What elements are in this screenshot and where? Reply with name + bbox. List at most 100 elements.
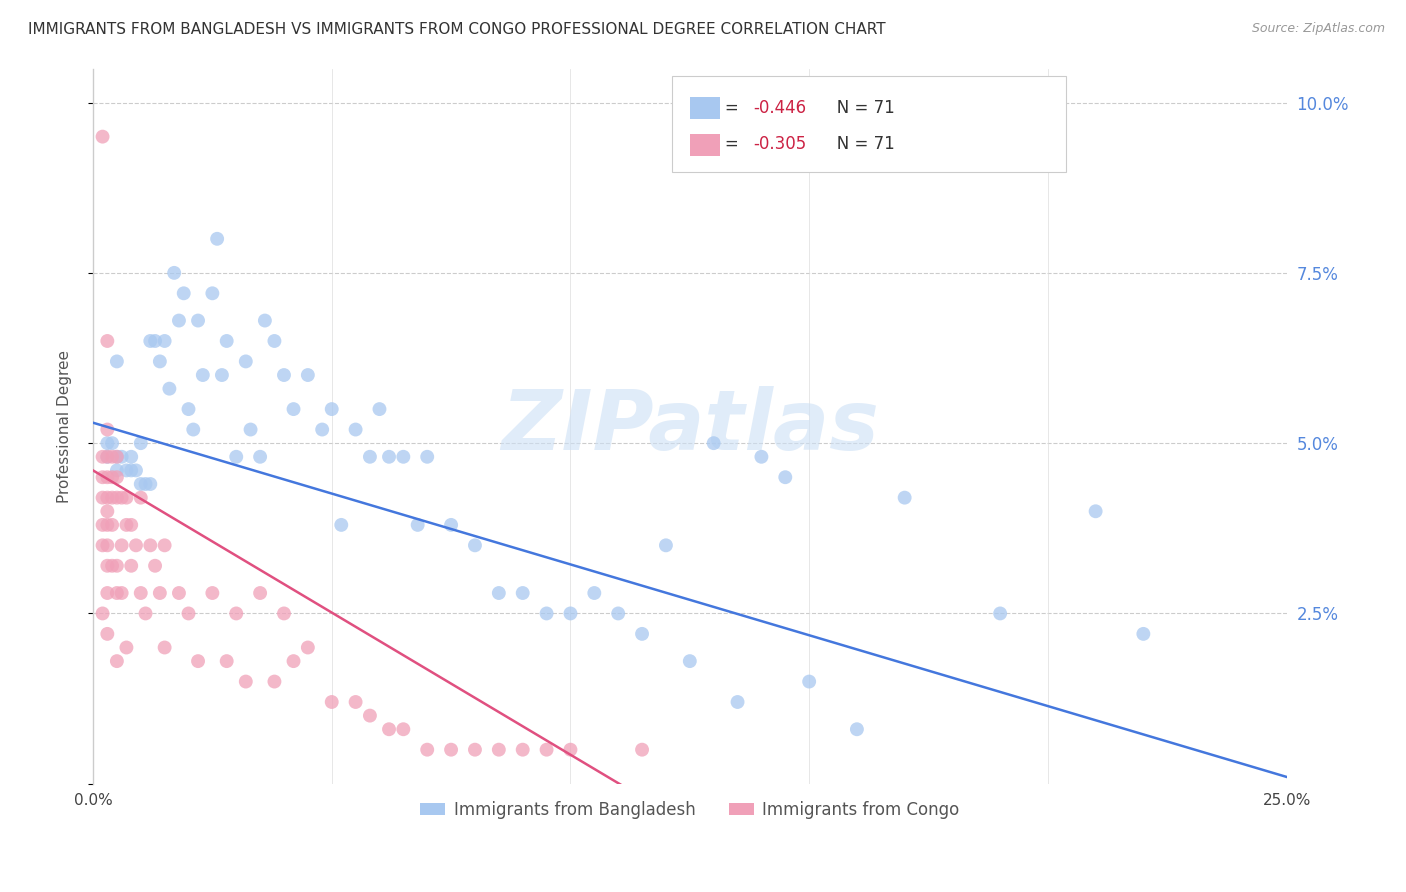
Point [215, 654, 238, 668]
Point [96, 558, 118, 573]
Point [416, 450, 439, 464]
Point [115, 491, 138, 505]
Point [105, 450, 128, 464]
Point [167, 586, 190, 600]
Point [536, 607, 558, 621]
Point [273, 368, 295, 382]
Text: Source: ZipAtlas.com: Source: ZipAtlas.com [1251, 22, 1385, 36]
Point [129, 491, 152, 505]
Point [187, 654, 209, 668]
Point [96, 586, 118, 600]
Point [205, 232, 228, 246]
Point [631, 627, 654, 641]
Point [91, 538, 114, 552]
Point [378, 723, 401, 737]
Point [135, 477, 157, 491]
Point [96, 491, 118, 505]
Text: R =: R = [707, 99, 744, 117]
Point [91, 470, 114, 484]
Point [845, 723, 868, 737]
Point [143, 334, 166, 348]
Point [163, 266, 186, 280]
Point [91, 607, 114, 621]
Point [105, 463, 128, 477]
Point [283, 402, 305, 417]
Point [225, 450, 247, 464]
Point [359, 708, 381, 723]
Point [105, 450, 128, 464]
Point [464, 742, 486, 756]
Point [263, 674, 285, 689]
Point [105, 654, 128, 668]
Point [101, 491, 124, 505]
Point [488, 742, 510, 756]
Point [235, 674, 257, 689]
Point [1084, 504, 1107, 518]
Point [359, 450, 381, 464]
Point [560, 742, 582, 756]
Point [440, 742, 463, 756]
Point [139, 477, 162, 491]
Point [560, 607, 582, 621]
Point [440, 517, 463, 532]
Point [101, 558, 124, 573]
Point [378, 450, 401, 464]
Point [536, 742, 558, 756]
Text: -0.446: -0.446 [754, 99, 806, 117]
FancyBboxPatch shape [690, 97, 720, 119]
Text: N = 71: N = 71 [821, 99, 894, 117]
Point [751, 450, 773, 464]
Point [177, 607, 200, 621]
Y-axis label: Professional Degree: Professional Degree [58, 350, 72, 502]
Point [91, 491, 114, 505]
Point [105, 354, 128, 368]
Point [330, 517, 353, 532]
Point [249, 586, 271, 600]
Point [201, 286, 224, 301]
Point [283, 654, 305, 668]
Point [263, 334, 285, 348]
Point [101, 436, 124, 450]
Point [211, 368, 233, 382]
Point [129, 586, 152, 600]
Point [153, 334, 176, 348]
Point [157, 382, 180, 396]
Point [181, 423, 204, 437]
Point [297, 368, 319, 382]
Text: -0.305: -0.305 [754, 135, 806, 153]
Point [96, 450, 118, 464]
Point [191, 368, 214, 382]
Point [225, 607, 247, 621]
Point [311, 423, 333, 437]
Point [125, 538, 148, 552]
Point [607, 607, 630, 621]
Point [583, 586, 606, 600]
Point [115, 463, 138, 477]
Point [187, 313, 209, 327]
Point [115, 517, 138, 532]
Point [679, 654, 702, 668]
Point [101, 517, 124, 532]
Point [344, 423, 367, 437]
Point [96, 538, 118, 552]
Text: R =: R = [707, 135, 744, 153]
Point [273, 607, 295, 621]
Point [392, 723, 415, 737]
Point [96, 423, 118, 437]
Point [105, 470, 128, 484]
Point [111, 450, 134, 464]
Point [96, 436, 118, 450]
Point [253, 313, 276, 327]
Point [177, 402, 200, 417]
Point [91, 129, 114, 144]
Point [143, 558, 166, 573]
Text: ZIPatlas: ZIPatlas [501, 385, 879, 467]
Point [105, 491, 128, 505]
Point [153, 538, 176, 552]
Point [201, 586, 224, 600]
Point [406, 517, 429, 532]
Point [101, 450, 124, 464]
Point [512, 742, 534, 756]
Point [120, 463, 142, 477]
Point [368, 402, 391, 417]
